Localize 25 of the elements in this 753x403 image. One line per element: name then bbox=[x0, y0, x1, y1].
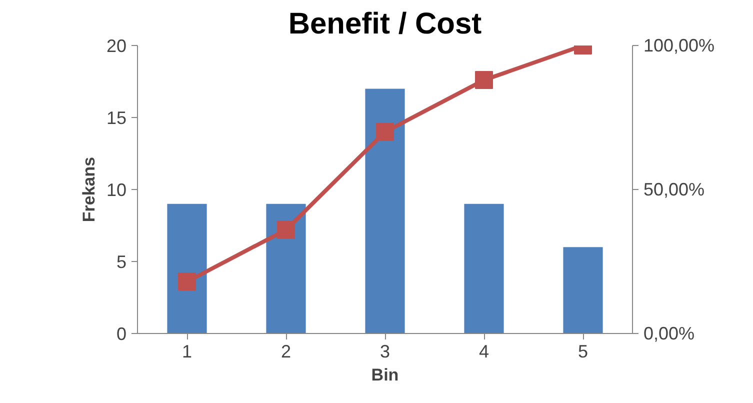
y2-tick-label: 0,00% bbox=[644, 324, 695, 344]
y-tick-label: 5 bbox=[116, 252, 127, 272]
y-tick-label: 0 bbox=[116, 324, 127, 344]
bar bbox=[365, 88, 405, 334]
bar bbox=[563, 247, 603, 334]
y-tick-label: 20 bbox=[106, 36, 127, 56]
point bbox=[376, 122, 394, 141]
point bbox=[178, 272, 196, 291]
x-tick-label: 3 bbox=[380, 342, 390, 362]
x-tick-label: 2 bbox=[280, 342, 292, 362]
point bbox=[277, 220, 295, 239]
bar bbox=[266, 204, 306, 334]
y-axis-title: Frekans bbox=[79, 156, 98, 222]
y2-tick-label: 100,00% bbox=[644, 36, 715, 56]
x-tick-label: 4 bbox=[478, 342, 490, 362]
y-tick-label: 10 bbox=[106, 180, 127, 200]
point bbox=[475, 71, 493, 90]
x-tick-label: 1 bbox=[182, 342, 192, 362]
bar bbox=[464, 204, 504, 334]
chart-title: Benefit / Cost bbox=[288, 8, 482, 40]
bar bbox=[167, 204, 207, 334]
x-axis-title: Bin bbox=[371, 366, 399, 384]
x-tick-label: 5 bbox=[578, 342, 588, 362]
y2-tick-label: 50,00% bbox=[644, 180, 705, 200]
y-tick-label: 15 bbox=[106, 108, 127, 128]
